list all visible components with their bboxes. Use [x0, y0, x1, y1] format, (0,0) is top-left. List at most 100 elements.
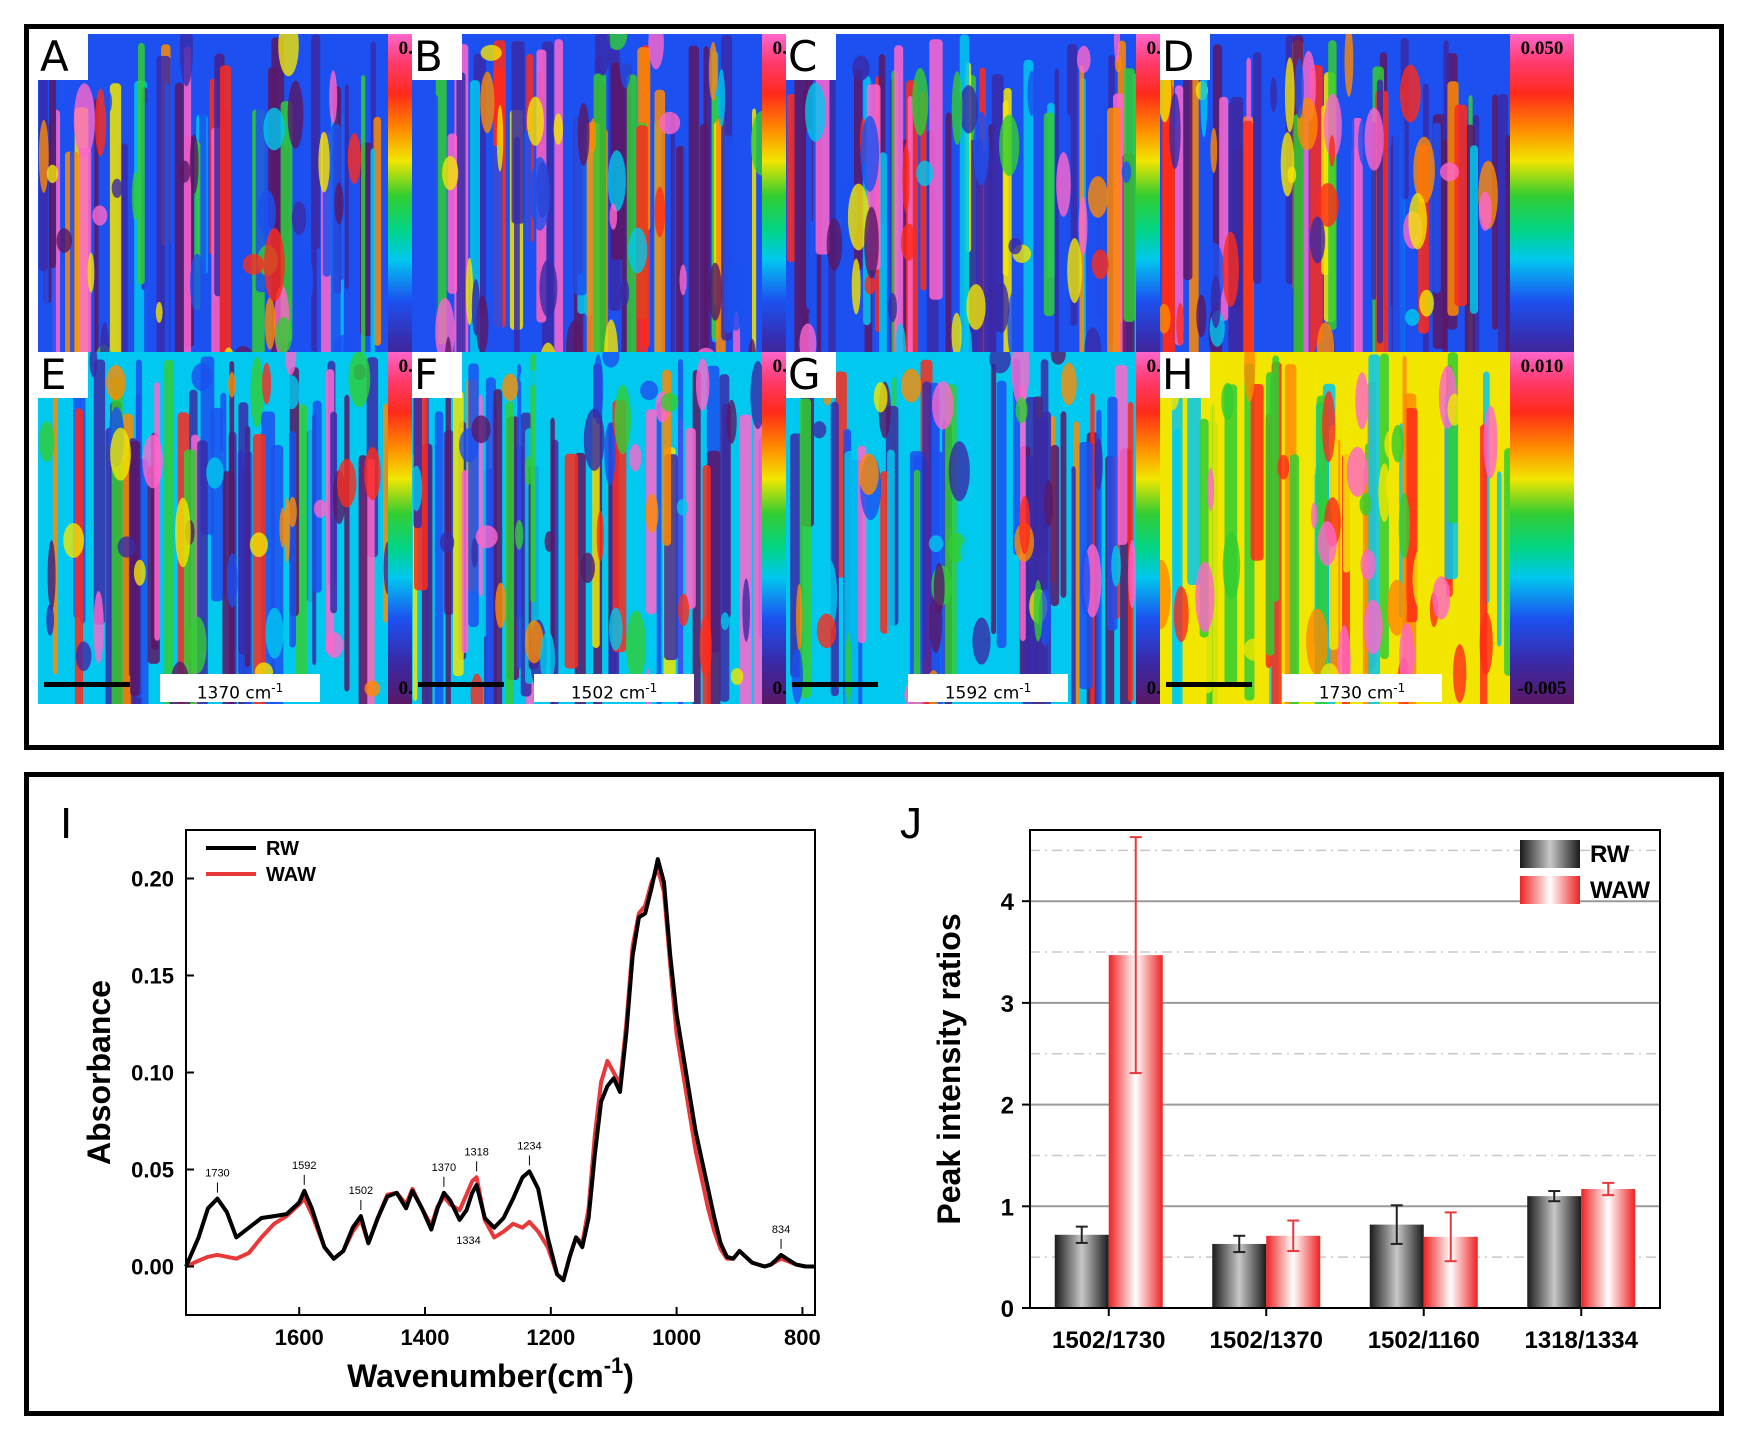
- heatmap-stripe: [879, 152, 887, 386]
- heatmap-blob: [609, 607, 623, 651]
- heatmap-blob: [912, 67, 929, 136]
- panel-letter: B: [412, 34, 462, 80]
- heatmap-blob: [620, 279, 630, 306]
- heatmap-stripe: [753, 422, 762, 704]
- category-label: 1502/1370: [1210, 1327, 1323, 1354]
- heatmap-blob: [864, 206, 879, 279]
- heatmap-blob: [1344, 34, 1354, 97]
- wavenumber-unit-exponent: -1: [645, 681, 658, 695]
- heatmap-stripe: [670, 111, 676, 369]
- heatmap-blob: [1160, 303, 1171, 334]
- heatmap-blob: [524, 456, 532, 486]
- heatmap-blob: [1056, 152, 1071, 217]
- bar-rw: [1054, 1234, 1109, 1308]
- heatmap-stripes: [1160, 352, 1510, 704]
- heatmap-blob: [999, 114, 1020, 176]
- scale-bar-area: [1160, 674, 1280, 700]
- heatmap-blob: [864, 275, 876, 295]
- heatmap-blob: [264, 297, 276, 350]
- heatmap-stripe: [330, 411, 338, 614]
- heatmap-blob: [1386, 579, 1408, 636]
- heatmap-stripe: [220, 65, 231, 361]
- heatmap-stripe: [996, 380, 1007, 648]
- heatmap-blob: [1419, 289, 1434, 317]
- heatmap-stripe: [434, 411, 444, 704]
- heatmap-blob: [524, 620, 544, 664]
- heatmap-blob: [132, 171, 139, 221]
- absorbance-spectrum-chart: I 1600 1400 1200 1000 800 0.00 0.05 0.10 0.15 0.20…: [60, 799, 821, 1394]
- heatmap-stripe: [93, 359, 106, 625]
- heatmap-blob: [1173, 586, 1189, 643]
- heatmap-blob: [544, 531, 554, 552]
- heatmap-blob: [1440, 162, 1459, 182]
- heatmap-stripe: [1183, 44, 1193, 281]
- heatmap-blob: [1222, 531, 1241, 600]
- heatmap-stripe: [1230, 96, 1244, 386]
- heatmap-blob: [1306, 608, 1328, 675]
- heatmap-stripe: [252, 434, 266, 704]
- colorbar-min-label: -0.005: [1517, 678, 1567, 699]
- heatmap-blob: [900, 223, 917, 261]
- heatmap-stripe: [289, 430, 296, 648]
- heatmap-blob: [347, 133, 361, 184]
- heatmap-image: [38, 34, 388, 386]
- wavenumber-unit-exponent: -1: [271, 681, 284, 695]
- heatmap-stripe: [523, 130, 532, 386]
- y-tick-label: 0.15: [131, 964, 174, 989]
- heatmap-blob: [1408, 193, 1427, 250]
- heatmap-image: [38, 352, 388, 704]
- heatmap-stripe: [752, 108, 757, 386]
- heatmap-blob: [796, 584, 803, 651]
- legend-label-waw: WAW: [1590, 877, 1650, 904]
- heatmap-stripe: [1042, 411, 1051, 704]
- heatmap-blob: [540, 631, 556, 686]
- heatmap-blob: [812, 421, 827, 439]
- heatmap-stripe: [174, 82, 185, 386]
- heatmap-image: [786, 34, 1136, 386]
- heatmap-blob: [179, 34, 193, 87]
- heatmap-blob: [249, 532, 268, 557]
- heatmap-blob: [1309, 216, 1326, 264]
- heatmap-blob: [742, 578, 750, 642]
- heatmap-blob: [972, 617, 991, 665]
- heatmap-blob: [951, 312, 962, 357]
- heatmap-blob: [679, 264, 687, 296]
- heatmap-blob: [263, 107, 285, 151]
- heatmap-stripe: [1289, 454, 1300, 704]
- heatmap-blob: [87, 252, 95, 293]
- heatmap-stripe: [344, 84, 349, 290]
- heatmap-stripe: [1505, 135, 1510, 362]
- heatmap-blob: [364, 447, 381, 501]
- heatmap-stripe: [1442, 138, 1448, 386]
- heatmap-blob: [495, 582, 507, 629]
- bar-waw: [1581, 1189, 1636, 1308]
- x-tick-label: 1600: [275, 1325, 324, 1350]
- heatmap-image: [412, 34, 762, 386]
- heatmap-blob: [104, 90, 113, 113]
- wavenumber-value: 1502 cm: [570, 683, 646, 704]
- heatmap-blob: [191, 363, 213, 392]
- heatmap-blob: [708, 42, 718, 101]
- heatmap-blob: [583, 408, 605, 471]
- heatmap-stripes: [38, 34, 388, 386]
- heatmap-blob: [1363, 599, 1383, 655]
- heatmap-blob: [1011, 352, 1030, 407]
- heatmap-stripe: [143, 102, 151, 386]
- heatmap-stripe: [311, 34, 321, 250]
- heatmap-stripe: [435, 39, 447, 345]
- heatmap-blob: [948, 441, 970, 502]
- heatmap-blob: [993, 282, 1010, 333]
- heatmap-blob: [1346, 446, 1369, 497]
- heatmap-blob: [364, 680, 381, 697]
- peak-annotation: 1370: [432, 1162, 456, 1174]
- heatmap-blob: [852, 55, 870, 81]
- heatmap-stripe: [164, 359, 174, 704]
- heatmap-blob: [902, 143, 910, 213]
- x-tick-label: 1000: [652, 1325, 701, 1350]
- heatmap-stripe: [373, 116, 382, 346]
- heatmap-blob: [337, 458, 357, 508]
- heatmap-blob: [1284, 57, 1295, 133]
- heatmap-blob: [699, 615, 712, 678]
- heatmap-stripe: [1071, 466, 1076, 704]
